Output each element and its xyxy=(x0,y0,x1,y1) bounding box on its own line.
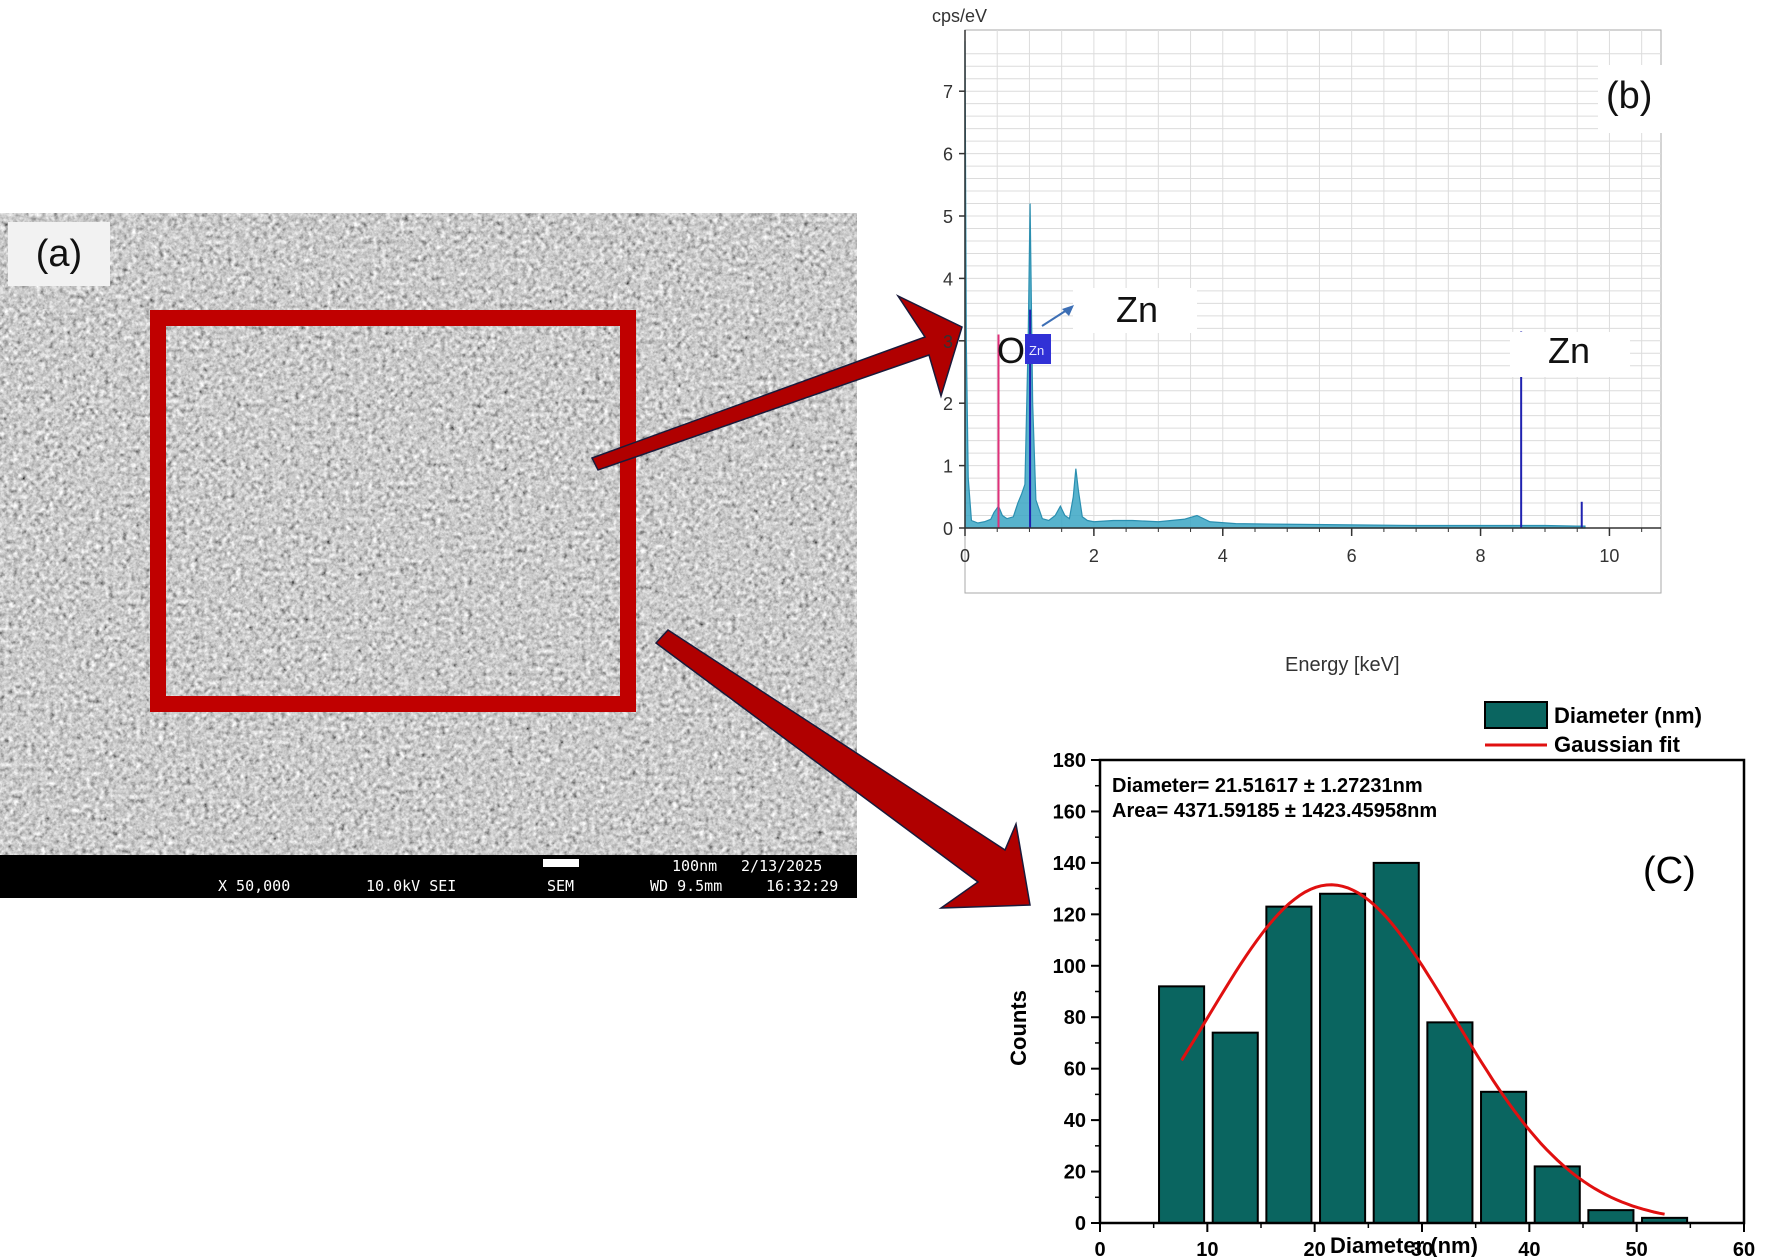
hist-bar-2 xyxy=(1265,905,1313,1224)
time-label: 16:32:29 xyxy=(766,877,839,895)
eds-x-axis-label: Energy [keV] xyxy=(1285,654,1400,676)
hist-bar-8 xyxy=(1587,1209,1635,1225)
voltage-label: 10.0kV SEI xyxy=(366,877,457,895)
hist-bar-5 xyxy=(1426,1021,1474,1224)
hist-axes: 0 10 20 30 40 50 60 0 20 40 60 80 100 120 140 160 180 xyxy=(1053,750,1756,1257)
eds-y-tick-label: 4 xyxy=(943,269,953,289)
hist-x-axis-label: Diameter (nm) xyxy=(1330,1233,1478,1257)
eds-y-axis-label: cps/eV xyxy=(932,6,987,26)
eds-x-tick-label: 10 xyxy=(1599,546,1619,566)
hist-y-tick-label: 180 xyxy=(1053,750,1086,772)
diameter-histogram-chart: Diameter (nm) Gaussian fit 0 10 20 30 40 50 60… xyxy=(1006,701,1756,1257)
sem-texture xyxy=(0,213,857,898)
sem-info-bar: 100nm 2/13/2025 X 50,000 10.0kV SEI SEM … xyxy=(0,855,857,898)
hist-y-tick-label: 40 xyxy=(1064,1110,1086,1132)
panel-a-label: (a) xyxy=(8,222,110,286)
hist-bar-0 xyxy=(1158,985,1206,1224)
zn-high-label-bg xyxy=(1510,332,1630,377)
eds-x-tick-label: 2 xyxy=(1089,546,1099,566)
hist-y-tick-label: 140 xyxy=(1053,853,1086,875)
hist-x-tick-label: 30 xyxy=(1411,1239,1433,1257)
hist-y-tick-label: 120 xyxy=(1053,904,1086,926)
zn-low-pointer-head xyxy=(1062,305,1074,316)
eds-x-tick-label: 6 xyxy=(1347,546,1357,566)
zn-peak-tag-label: Zn xyxy=(1029,343,1044,358)
eds-x-tick-label: 0 xyxy=(960,546,970,566)
hist-x-tick-label: 20 xyxy=(1304,1239,1326,1257)
gaussian-fit-curve xyxy=(1180,883,1665,1216)
hist-y-tick-label: 60 xyxy=(1064,1059,1086,1081)
eds-y-tick-label: 6 xyxy=(943,145,953,165)
hist-bars xyxy=(1158,861,1689,1225)
scale-label: 100nm xyxy=(672,857,718,875)
arrow-to-histogram xyxy=(654,629,1031,909)
hist-x-tick-label: 10 xyxy=(1196,1239,1218,1257)
zn-high-label: Zn xyxy=(1548,330,1590,371)
zn-low-label-bg xyxy=(1073,288,1197,333)
eds-x-tick-label: 8 xyxy=(1476,546,1486,566)
magnification-label: X 50,000 xyxy=(218,877,291,895)
working-distance-label: WD 9.5mm xyxy=(650,877,723,895)
hist-y-tick-label: 20 xyxy=(1064,1162,1086,1184)
hist-x-tick-label: 0 xyxy=(1094,1239,1105,1257)
zn-low-label: Zn xyxy=(1116,289,1158,330)
legend-bar-label: Diameter (nm) xyxy=(1554,703,1702,728)
panel-b-label: (b) xyxy=(1606,75,1652,117)
hist-y-tick-label: 0 xyxy=(1075,1213,1086,1235)
eds-axes: 0 2 4 6 8 10 0 1 2 3 4 5 6 7 xyxy=(943,30,1661,566)
scale-bar xyxy=(543,859,579,867)
hist-annotation-area: Area= 4371.59185 ± 1423.45958nm xyxy=(1112,800,1437,822)
hist-y-tick-label: 160 xyxy=(1053,801,1086,823)
hist-x-tick-label: 40 xyxy=(1518,1239,1540,1257)
hist-bar-6 xyxy=(1480,1090,1528,1225)
zn-peak-tag xyxy=(1025,334,1051,364)
panel-c-label: (C) xyxy=(1643,850,1696,892)
legend-bar-swatch xyxy=(1484,701,1548,729)
hist-annotation-diameter: Diameter= 21.51617 ± 1.27231nm xyxy=(1112,775,1423,797)
hist-legend: Diameter (nm) Gaussian fit xyxy=(1484,701,1702,757)
hist-bar-3 xyxy=(1319,892,1367,1224)
eds-y-tick-label: 3 xyxy=(943,332,953,352)
o-peak-label: O xyxy=(997,330,1025,371)
arrow-to-eds xyxy=(590,294,963,471)
eds-y-tick-label: 5 xyxy=(943,207,953,227)
hist-bar-1 xyxy=(1211,1031,1259,1224)
eds-y-tick-label: 0 xyxy=(943,519,953,539)
legend-fit-label: Gaussian fit xyxy=(1554,732,1681,757)
eds-spectrum-series xyxy=(964,41,1586,529)
eds-y-tick-label: 7 xyxy=(943,82,953,102)
hist-y-tick-label: 100 xyxy=(1053,956,1086,978)
eds-spectrum-area xyxy=(964,41,1586,529)
date-label: 2/13/2025 xyxy=(741,857,823,875)
eds-y-tick-label: 1 xyxy=(943,457,953,477)
selection-box xyxy=(150,310,636,712)
eds-y-tick-label: 2 xyxy=(943,394,953,414)
sem-image xyxy=(0,213,857,898)
panel-b-label-bg xyxy=(1598,65,1708,133)
hist-y-axis-label: Counts xyxy=(1006,990,1031,1066)
hist-y-tick-label: 80 xyxy=(1064,1007,1086,1029)
hist-x-tick-label: 60 xyxy=(1733,1239,1755,1257)
hist-bar-4 xyxy=(1372,861,1420,1224)
mode-label: SEM xyxy=(547,877,575,895)
eds-x-tick-label: 4 xyxy=(1218,546,1228,566)
hist-x-tick-label: 50 xyxy=(1626,1239,1648,1257)
